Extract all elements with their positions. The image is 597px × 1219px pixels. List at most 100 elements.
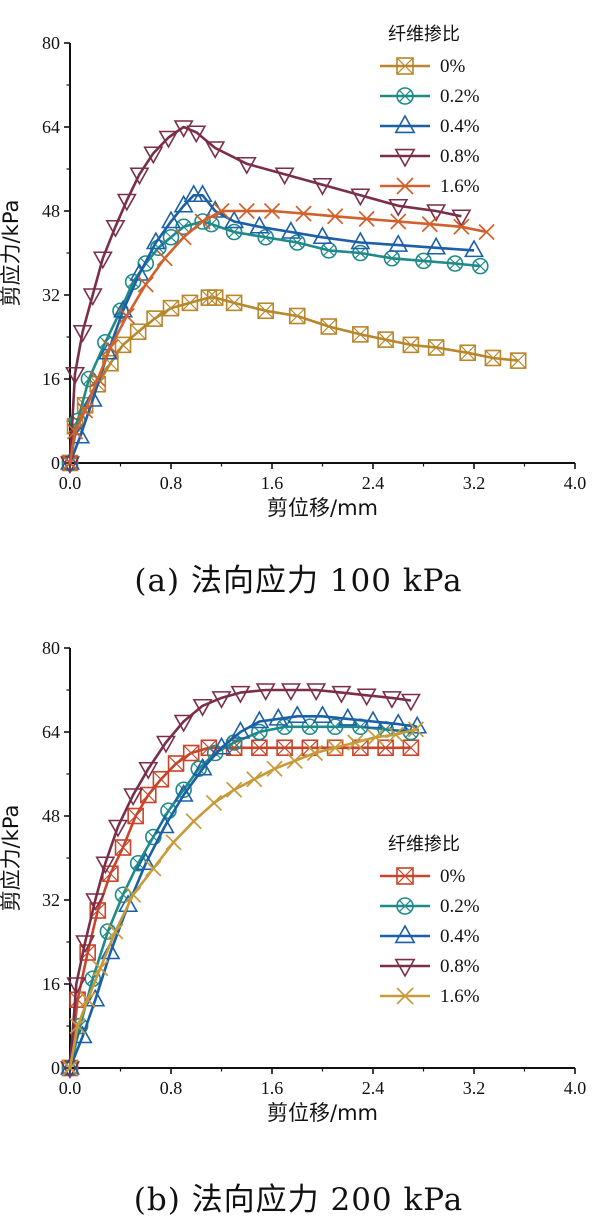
data-point [85,893,106,912]
data-point [268,707,289,726]
data-point [116,193,137,212]
data-point [331,685,352,704]
legend-item: 1.6% [380,176,480,197]
data-point [82,388,103,407]
legend-marker [396,867,414,885]
data-point [478,223,495,241]
y-tick-label: 64 [42,117,60,137]
data-point [82,288,103,307]
data-point [288,307,306,325]
legend-marker [394,958,416,978]
series-line [68,728,417,1069]
chart-panel-b: 0.0 0.8 1.6 2.4 3.2 4.0 0 16 32 48 64 80 剪位移/mm 剪应力/k… [0,608,597,1219]
data-point [415,252,432,270]
x-tick-label: 4.0 [564,1078,587,1098]
data-point [249,710,270,729]
data-point [509,352,527,369]
data-point [306,683,327,702]
x-tick-label: 2.4 [362,473,385,493]
data-point [255,683,276,702]
data-point [66,423,84,440]
data-point [129,167,150,186]
data-point [102,339,119,356]
x-tick-label: 4.0 [564,473,587,493]
data-point [301,718,319,736]
data-point [173,783,194,802]
legend-label: 0.8% [440,956,480,977]
data-point [129,323,147,341]
data-point [312,177,333,196]
y-tick-label: 16 [42,974,60,994]
data-point [154,815,175,834]
chart-a: 0.0 0.8 1.6 2.4 3.2 4.0 0 16 32 48 64 80 剪位移/mm 剪应力/k… [0,24,587,520]
x-tick-label: 2.4 [362,1078,385,1098]
x-tick-label: 0.0 [59,473,82,493]
data-point [337,707,358,726]
data-point [352,326,369,343]
data-point [139,786,157,804]
legend-marker [396,897,414,915]
series-0pct [61,739,420,1077]
data-point [156,250,173,267]
data-point [230,720,251,739]
chart-panel-a: 0.0 0.8 1.6 2.4 3.2 4.0 0 16 32 48 64 80 剪位移/mm 剪应力/k… [0,0,597,600]
data-point [137,276,154,293]
y-axis-label: 剪应力/kPa [0,200,23,307]
data-point [306,744,324,762]
data-point [377,331,394,348]
x-tick-label: 0.0 [59,1078,82,1098]
data-point [135,852,156,871]
legend-label: 1.6% [440,176,480,197]
data-point [426,236,447,255]
data-point [363,710,383,729]
legend-item: 1.6% [380,986,480,1007]
x-tick-label: 0.8 [160,1078,183,1098]
data-point [114,336,132,354]
legend-title: 纤维掺比 [388,834,460,855]
data-point [118,894,139,913]
data-point [92,960,109,977]
data-point [66,977,87,996]
data-point [236,156,257,175]
data-point [287,705,308,724]
x-tick-label: 0.8 [160,473,183,493]
legend-marker [394,114,416,134]
data-point [312,226,333,245]
data-point [402,336,420,354]
data-point [400,693,421,712]
data-point [280,220,301,239]
data-point [173,194,194,213]
data-point [350,188,371,207]
legend-marker [396,87,414,105]
y-tick-label: 48 [42,806,60,826]
data-point [72,1025,93,1044]
data-point [426,204,447,223]
data-point [251,723,268,741]
x-axis-label: 剪位移/mm [267,496,378,520]
data-point [464,239,484,258]
data-point [320,242,338,259]
legend-item: 0.8% [380,146,480,168]
data-point [280,683,301,702]
series-0_8pct [60,120,472,475]
data-point [182,744,200,762]
data-point [61,454,79,472]
data-point [175,229,192,246]
data-point [79,991,96,1008]
data-point [143,146,164,165]
data-point [407,721,425,738]
y-tick-label: 80 [42,638,60,658]
data-point [451,209,472,228]
data-point [347,734,364,751]
data-point [69,1017,86,1035]
legend-marker [396,177,414,195]
data-point [251,739,268,757]
data-point [145,860,162,877]
legend-item: 0% [380,56,466,77]
legend-item: 0% [380,866,466,887]
data-point [192,698,213,717]
data-point [186,125,207,144]
data-point [185,813,202,830]
data-point [77,402,94,419]
data-point [388,234,409,252]
